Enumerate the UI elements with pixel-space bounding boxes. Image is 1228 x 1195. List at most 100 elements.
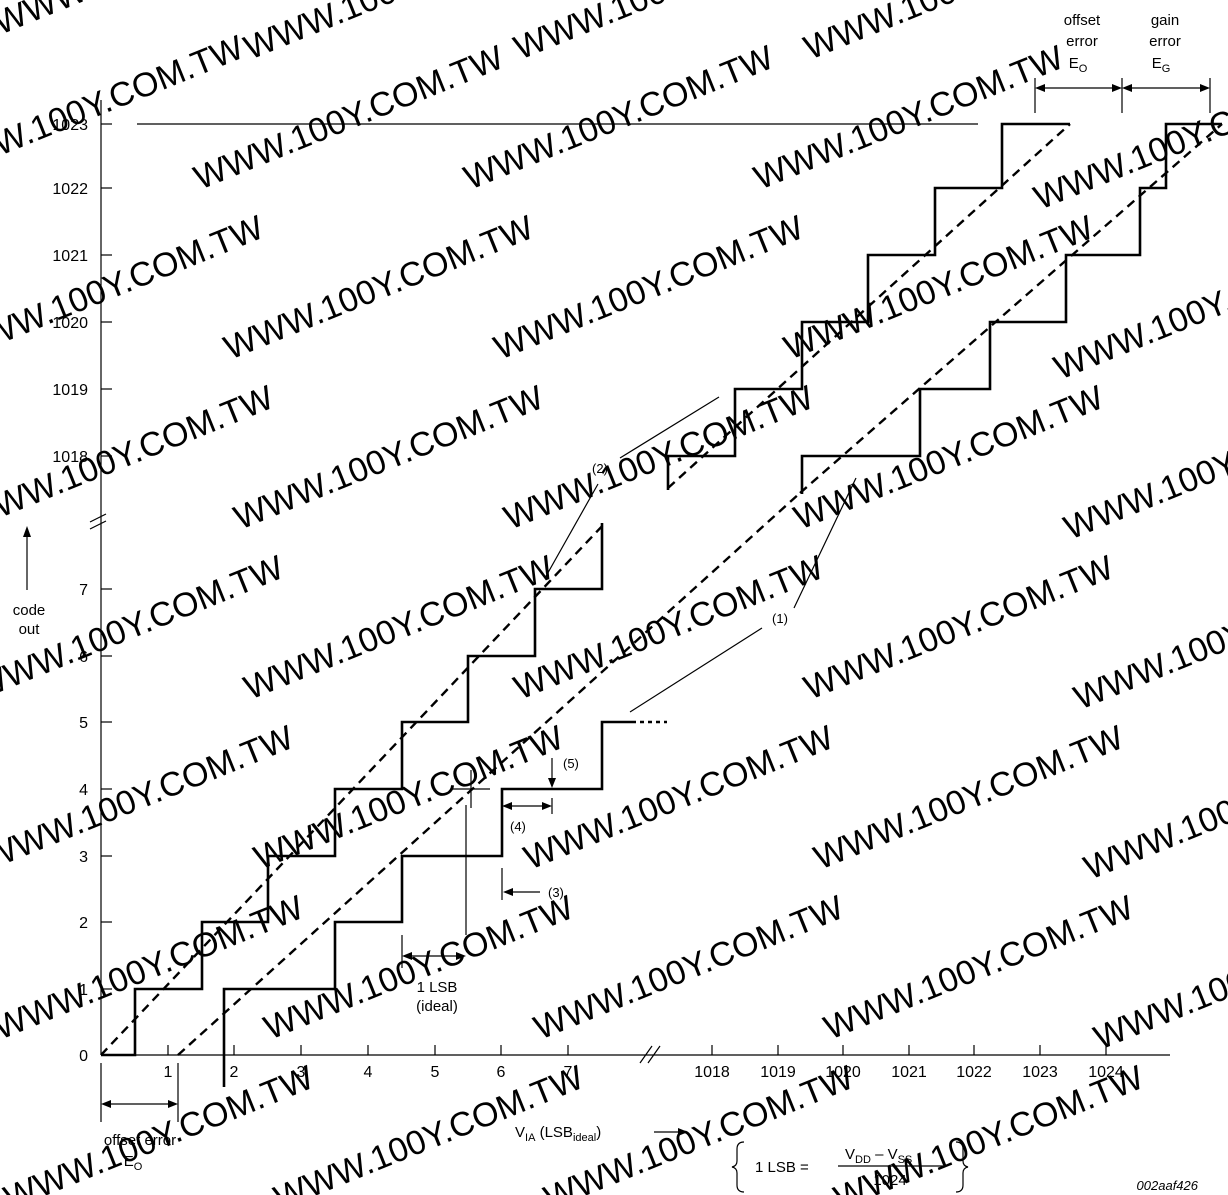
watermark-text: WWW.100Y.COM.TW — [0, 1059, 319, 1195]
watermark-text: WWW.100Y.COM.TW — [509, 0, 829, 67]
y-tick-label: 1021 — [52, 248, 88, 265]
lsb-formula: 1 LSB = VDD – VSS 1024 — [731, 1141, 969, 1193]
x-axis-label-arrow-head — [678, 1128, 688, 1136]
staircase-2-upper — [666, 122, 1070, 490]
x-axis-break-mark — [639, 1045, 653, 1064]
formula-lhs: 1 LSB = — [755, 1159, 809, 1176]
x-tick-label: 1019 — [760, 1064, 796, 1081]
x-ticks — [167, 1045, 1107, 1055]
annotation-4: (4) — [510, 819, 526, 834]
y-tick-labels: 0 1 2 3 4 5 6 7 1018 1019 1020 1021 1022… — [52, 117, 88, 1065]
x-tick-label: 4 — [364, 1064, 373, 1081]
x-tick-label: 5 — [431, 1064, 440, 1081]
offset-top-error-label: error — [1066, 33, 1098, 50]
axes — [89, 100, 1170, 1064]
watermark-text: WWW.100Y.COM.TW — [489, 209, 809, 368]
x-tick-label: 6 — [497, 1064, 506, 1081]
ideal-label: (ideal) — [416, 998, 458, 1015]
y-tick-label: 0 — [79, 1048, 88, 1065]
watermark-text: WWW.100Y.COM.TW — [239, 549, 559, 708]
formula-minus-v: – V — [871, 1146, 898, 1163]
y-tick-label: 2 — [79, 915, 88, 932]
watermark-text: WWW.100Y.COM.TW — [249, 719, 569, 878]
x-tick-label: 1 — [164, 1064, 173, 1081]
offset-top-label: offset — [1064, 12, 1101, 29]
watermark-text: WWW.100Y.COM.TW — [1029, 59, 1228, 218]
x-label-end: ) — [596, 1124, 601, 1141]
y-tick-label: 4 — [79, 782, 88, 799]
annotation-1: (1) — [772, 611, 788, 626]
y-ticks — [101, 123, 112, 990]
top-error-dimensions: offset error EO gain error EG — [1034, 12, 1211, 113]
formula-v1: V — [845, 1146, 855, 1163]
leader-lines — [544, 396, 857, 713]
svg-text:EO: EO — [124, 1153, 143, 1173]
y-axis-label-out: out — [19, 621, 41, 638]
dashed-line-1-upper — [799, 123, 1223, 494]
formula-left-brace — [731, 1141, 745, 1193]
formula-dd: DD — [855, 1154, 871, 1166]
x-tick-label: 1022 — [956, 1064, 992, 1081]
x-tick-label: 1024 — [1088, 1064, 1124, 1081]
y-tick-label: 1023 — [52, 117, 88, 134]
watermark-text: WWW.100Y.COM.TW — [519, 719, 839, 878]
x-tick-labels: 1 2 3 4 5 6 7 1018 1019 1020 1021 1022 1… — [164, 1064, 1124, 1081]
x-axis-label: VIA (LSBideal) — [515, 1124, 688, 1144]
watermark-text: WWW.100Y.COM.TW — [529, 889, 849, 1048]
y-axis-arrow-head — [23, 526, 31, 537]
annotation-5: (5) — [563, 756, 579, 771]
gain-top-label: gain — [1151, 12, 1179, 29]
y-tick-label: 1018 — [52, 449, 88, 466]
x-tick-label: 3 — [297, 1064, 306, 1081]
eg-top-e: E — [1152, 55, 1162, 72]
x-tick-label: 1021 — [891, 1064, 927, 1081]
y-axis-break-mark — [89, 513, 107, 523]
staircase-1-upper — [800, 122, 1222, 494]
x-axis-break-mark — [647, 1045, 661, 1064]
x-tick-label: 1018 — [694, 1064, 730, 1081]
svg-text:EO: EO — [1069, 55, 1088, 75]
y-tick-label: 1020 — [52, 315, 88, 332]
offset-error-bottom: offset error EO — [100, 1063, 179, 1173]
y-axis-break-mark — [89, 520, 107, 530]
one-lsb-label: 1 LSB — [417, 979, 458, 996]
eo-bottom-o: O — [134, 1161, 143, 1173]
watermark-text: WWW.100Y.COM.TW — [259, 889, 579, 1048]
eo-bottom-e: E — [124, 1153, 134, 1170]
eg-top-g: G — [1162, 63, 1171, 75]
y-tick-label: 1 — [79, 982, 88, 999]
watermark-text: WWW.100Y.COM.TW — [499, 379, 819, 538]
svg-text:VDD – VSS: VDD – VSS — [845, 1146, 912, 1166]
y-tick-label: 1019 — [52, 382, 88, 399]
formula-ss: SS — [898, 1154, 913, 1166]
svg-text:EG: EG — [1152, 55, 1171, 75]
svg-text:VIA (LSBideal): VIA (LSBideal) — [515, 1124, 601, 1144]
annotation-3-group: (3) — [501, 868, 564, 900]
eo-top-o: O — [1079, 63, 1088, 75]
x-label-sub-ia: IA — [525, 1132, 536, 1144]
eo-top-e: E — [1069, 55, 1079, 72]
annotation-4-group: (4) — [502, 798, 553, 834]
offset-error-bottom-label: offset error — [104, 1132, 176, 1149]
watermark-text: WWW.100Y.COM.TW — [749, 39, 1069, 198]
dashed-line-1-lower — [177, 492, 801, 1056]
step-midpoint-crosshair — [452, 770, 490, 935]
x-label-lsb: (LSB — [535, 1124, 573, 1141]
watermark-text: WWW.100Y.COM.TW — [229, 379, 549, 538]
y-axis-label-code: code — [13, 602, 46, 619]
staircase-1 — [222, 122, 1222, 1087]
y-tick-label: 5 — [79, 715, 88, 732]
watermark-text: WWW.100Y.COM.TW — [459, 39, 779, 198]
staircase-2 — [101, 122, 1070, 1057]
y-tick-label: 1022 — [52, 181, 88, 198]
x-tick-label: 2 — [230, 1064, 239, 1081]
gain-top-error-label: error — [1149, 33, 1181, 50]
staircase-1-lower — [222, 720, 632, 1087]
x-tick-label: 1020 — [825, 1064, 861, 1081]
x-tick-label: 7 — [564, 1064, 573, 1081]
y-tick-label: 3 — [79, 849, 88, 866]
annotation-5-group: (5) — [548, 756, 579, 788]
x-label-sub-ideal: ideal — [573, 1132, 596, 1144]
formula-denominator: 1024 — [873, 1172, 906, 1189]
